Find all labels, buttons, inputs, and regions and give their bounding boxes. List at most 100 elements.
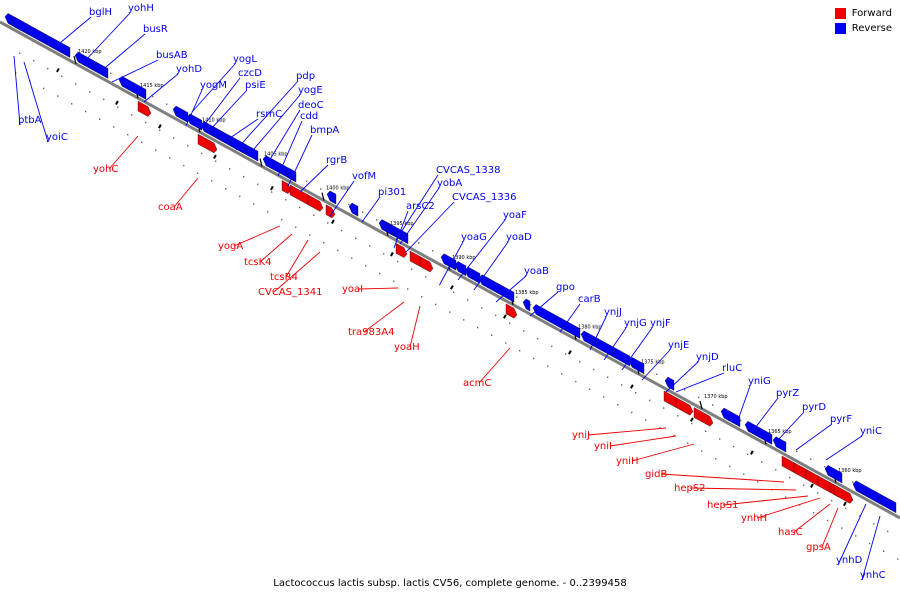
gene-label-gpo[interactable]: gpo bbox=[556, 282, 575, 293]
gene-label-ynii[interactable]: yniI bbox=[594, 441, 612, 452]
tick-label: 1415 kbp bbox=[140, 83, 164, 89]
gene-label-yoba[interactable]: yobA bbox=[437, 178, 462, 189]
gene-label-yogm[interactable]: yogM bbox=[200, 80, 227, 91]
gene-label-ynij[interactable]: yniJ bbox=[572, 430, 590, 441]
track-dot bbox=[281, 218, 283, 221]
gene-label-yoge[interactable]: yogE bbox=[298, 85, 323, 96]
gene-label-yohc[interactable]: yohC bbox=[93, 164, 118, 175]
gene-arrow-tcsr4[interactable] bbox=[307, 194, 324, 212]
gene-label-yoaf[interactable]: yoaF bbox=[503, 210, 527, 221]
gene-label-pyrd[interactable]: pyrD bbox=[802, 402, 826, 413]
label-line-ynjg bbox=[603, 327, 627, 361]
gene-arrow-coaa[interactable] bbox=[197, 133, 218, 154]
gene-label-yoad[interactable]: yoaD bbox=[506, 232, 532, 243]
gene-label-ynhh[interactable]: ynhH bbox=[741, 513, 767, 524]
gene-label-rgrb[interactable]: rgrB bbox=[326, 155, 347, 166]
gene-label-yogl[interactable]: yogL bbox=[233, 54, 257, 65]
gene-arrow-yohc[interactable] bbox=[137, 100, 152, 117]
gene-arrow-ynih[interactable] bbox=[693, 407, 714, 427]
gene-label-carb[interactable]: carB bbox=[578, 294, 601, 305]
gene-arrow-ynje[interactable] bbox=[628, 357, 645, 375]
gene-label-yoga[interactable]: yogA bbox=[218, 241, 243, 252]
gene-label-cvcas_1338[interactable]: CVCAS_1338 bbox=[436, 165, 500, 176]
gene-arrow-yohd[interactable] bbox=[118, 75, 147, 100]
gene-arrow-ynhc[interactable] bbox=[878, 494, 897, 514]
gene-label-yoah[interactable]: yoaH bbox=[394, 342, 420, 353]
gene-label-ptba[interactable]: ptbA bbox=[18, 115, 42, 126]
gene-arrow-pyrz[interactable] bbox=[756, 427, 773, 445]
gene-arrow-gpo[interactable] bbox=[522, 298, 531, 312]
gene-arrow-yoga[interactable] bbox=[281, 180, 292, 194]
gene-label-ynjg[interactable]: ynjG bbox=[624, 318, 647, 329]
gene-label-yoai[interactable]: yoaI bbox=[342, 284, 363, 295]
track-dot bbox=[313, 214, 315, 216]
gene-label-hasc[interactable]: hasC bbox=[778, 527, 803, 538]
gene-label-heps1[interactable]: hepS1 bbox=[707, 500, 739, 511]
gene-label-ynig[interactable]: yniG bbox=[748, 376, 771, 387]
gene-label-deoc[interactable]: deoC bbox=[298, 100, 324, 111]
gene-label-yohh[interactable]: yohH bbox=[128, 3, 154, 14]
gene-arrow-ynii[interactable] bbox=[675, 397, 694, 416]
gene-label-busr[interactable]: busR bbox=[143, 24, 168, 35]
gene-label-gpsa[interactable]: gpsA bbox=[806, 542, 831, 553]
label-line-ynjj bbox=[589, 316, 607, 351]
gene-arrow-pyrd[interactable] bbox=[772, 436, 787, 453]
gene-arrow-vofm[interactable] bbox=[348, 202, 359, 217]
gene-label-ynhc[interactable]: ynhC bbox=[860, 570, 886, 581]
gene-label-psie[interactable]: psiE bbox=[245, 80, 266, 91]
gene-arrow-cvcas_1341[interactable] bbox=[325, 204, 336, 219]
gene-label-ynje[interactable]: ynjE bbox=[668, 340, 689, 351]
gene-label-bglh[interactable]: bglH bbox=[89, 7, 112, 18]
gene-label-vofm[interactable]: vofM bbox=[352, 171, 376, 182]
gene-label-pyrf[interactable]: pyrF bbox=[830, 414, 852, 425]
gene-label-heps2[interactable]: hepS2 bbox=[674, 483, 706, 494]
gene-label-pi301[interactable]: pi301 bbox=[378, 187, 406, 198]
gene-arrow-yoai[interactable] bbox=[395, 242, 408, 258]
gene-arrow-busab[interactable] bbox=[92, 61, 109, 79]
gene-label-yoab[interactable]: yoaB bbox=[524, 266, 549, 277]
gene-label-cvcas_1341[interactable]: CVCAS_1341 bbox=[258, 287, 322, 298]
gene-label-ynih[interactable]: yniH bbox=[616, 456, 639, 467]
gene-arrow-rluc[interactable] bbox=[720, 407, 741, 428]
gene-label-bmpa[interactable]: bmpA bbox=[310, 125, 339, 136]
gene-label-yoag[interactable]: yoaG bbox=[461, 232, 487, 243]
gene-label-coaa[interactable]: coaA bbox=[158, 202, 183, 213]
gene-arrow-pyrf[interactable] bbox=[824, 465, 843, 484]
gene-label-cdd[interactable]: cdd bbox=[300, 111, 318, 122]
track-dot bbox=[407, 288, 409, 290]
gene-label-busab[interactable]: busAB bbox=[156, 50, 188, 61]
gene-label-rluc[interactable]: rluC bbox=[722, 363, 742, 374]
gene-label-tcsk4[interactable]: tcsK4 bbox=[244, 257, 272, 268]
gene-arrow-rgrb[interactable] bbox=[326, 190, 337, 205]
gene-label-gidb[interactable]: gidB bbox=[645, 469, 667, 480]
gene-label-cvcas_1336[interactable]: CVCAS_1336 bbox=[452, 192, 516, 203]
label-line-carb bbox=[559, 303, 581, 333]
track-dot bbox=[852, 481, 854, 483]
gene-arrow-carb[interactable] bbox=[532, 304, 581, 339]
gene-label-ynjj[interactable]: ynjJ bbox=[604, 307, 622, 318]
gene-label-tcsr4[interactable]: tcsR4 bbox=[270, 272, 298, 283]
gene-label-ynhd[interactable]: ynhD bbox=[836, 555, 863, 566]
gene-label-ynic[interactable]: yniC bbox=[860, 426, 882, 437]
gene-arrow-yoic[interactable] bbox=[10, 16, 29, 35]
gene-label-czcd[interactable]: czcD bbox=[238, 68, 262, 79]
gene-label-yohd[interactable]: yohD bbox=[176, 64, 202, 75]
gene-arrow-yoab[interactable] bbox=[478, 274, 515, 303]
gene-arrow-rsmc[interactable] bbox=[226, 135, 247, 155]
gene-label-rsmc[interactable]: rsmC bbox=[256, 109, 282, 120]
track-dot bbox=[110, 72, 112, 75]
gene-arrow-bmpa[interactable] bbox=[284, 167, 297, 183]
gene-arrow-yoah[interactable] bbox=[419, 256, 434, 273]
gene-label-pyrz[interactable]: pyrZ bbox=[776, 388, 799, 399]
gene-label-pdp[interactable]: pdp bbox=[296, 71, 315, 82]
gene-arrow-gpsa[interactable] bbox=[833, 484, 854, 504]
gene-label-ynjf[interactable]: ynjF bbox=[650, 318, 671, 329]
gene-label-acmc[interactable]: acmC bbox=[463, 378, 491, 389]
tick-mark bbox=[321, 192, 325, 201]
gene-label-ynjd[interactable]: ynjD bbox=[696, 352, 719, 363]
gene-arrow-acmc[interactable] bbox=[505, 303, 518, 319]
gene-label-arsc2[interactable]: arsC2 bbox=[406, 201, 435, 212]
gene-label-yoic[interactable]: yoiC bbox=[46, 132, 68, 143]
track-dash bbox=[630, 384, 634, 389]
gene-label-tra983a4[interactable]: tra983A4 bbox=[348, 327, 394, 338]
